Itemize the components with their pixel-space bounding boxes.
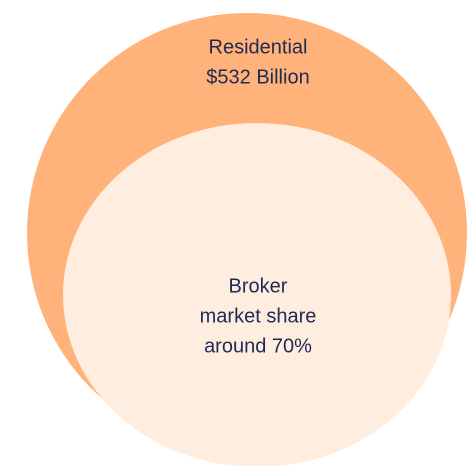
inner-label: market share (200, 305, 317, 327)
outer-label: $532 Billion (206, 66, 309, 88)
inner-circle (63, 123, 451, 466)
outer-label: Residential (209, 36, 308, 58)
inner-label: Broker (229, 275, 288, 297)
inner-label: around 70% (204, 335, 312, 357)
